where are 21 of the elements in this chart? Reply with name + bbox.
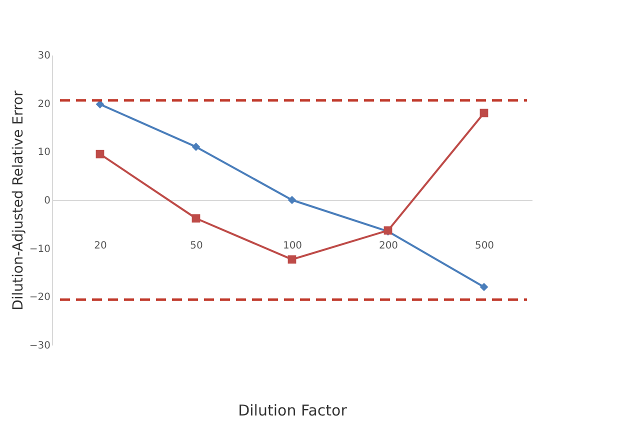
x-tick-label: 50 xyxy=(190,240,203,252)
y-tick-label: 20 xyxy=(38,98,50,110)
x-axis-title: Dilution Factor xyxy=(238,402,348,420)
x-tick-label: 100 xyxy=(282,240,302,252)
point xyxy=(192,214,200,223)
point xyxy=(480,282,488,292)
point xyxy=(288,196,296,204)
y-tick-label: 30 xyxy=(38,50,50,62)
x-tick-label: 200 xyxy=(378,240,398,252)
y-tick-label: 10 xyxy=(38,147,50,158)
point xyxy=(288,255,296,264)
point xyxy=(96,150,104,158)
y-tick-label: −20 xyxy=(29,292,50,304)
point xyxy=(192,142,200,152)
x-tick-label: 500 xyxy=(474,240,494,252)
x-tick-label: 20 xyxy=(94,240,107,252)
y-axis-title: Dilution-Adjusted Relative Error xyxy=(10,90,26,310)
y-tick-label: −30 xyxy=(29,340,50,352)
y-tick-label: 0 xyxy=(44,196,50,206)
point xyxy=(480,108,488,118)
y-tick-label: −10 xyxy=(29,244,50,255)
